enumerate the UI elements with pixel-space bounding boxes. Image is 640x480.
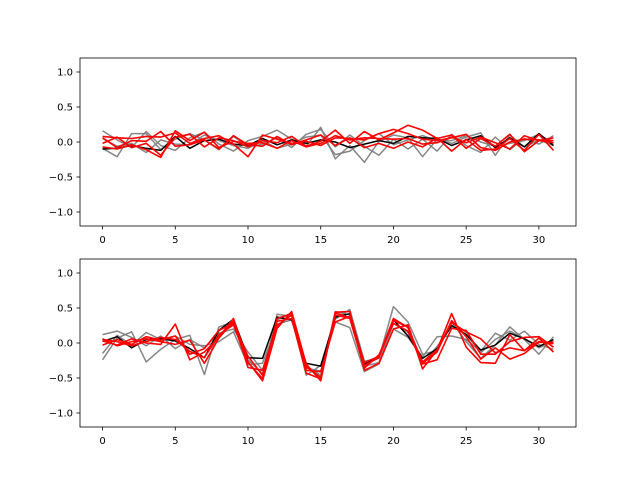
- top-chart-y-tick-label: −1.0: [49, 208, 73, 219]
- bottom-chart-y-tick-label: 0.0: [57, 339, 73, 350]
- top-chart-x-tick-label: 25: [460, 235, 473, 246]
- top-chart-x-axis: 0 5 10 15 20 25 30: [99, 226, 545, 246]
- bottom-chart-x-tick-label: 5: [172, 436, 178, 447]
- bottom-chart-x-tick-label: 25: [460, 436, 473, 447]
- top-chart-x-tick-label: 20: [387, 235, 400, 246]
- bottom-chart-x-tick-label: 10: [242, 436, 255, 447]
- bottom-chart-y-tick-label: 1.0: [57, 269, 73, 280]
- top-chart-series-line-8: [102, 130, 554, 159]
- bottom-chart-y-axis: −1.0 −0.5 0.0 0.5 1.0: [49, 269, 80, 420]
- bottom-line-chart: 0 5 10 15 20 25 30 −1.0 −0.5 0.0 0.5 1.0: [49, 258, 577, 447]
- top-chart-x-tick-label: 10: [242, 235, 255, 246]
- top-chart-y-tick-label: 1.0: [57, 68, 73, 79]
- top-chart-y-tick-label: 0.0: [57, 138, 73, 149]
- bottom-chart-series: [101, 305, 555, 382]
- bottom-chart-y-tick-label: −0.5: [49, 374, 73, 385]
- top-chart-y-tick-label: −0.5: [49, 173, 73, 184]
- bottom-chart-series-line-8: [102, 312, 554, 380]
- bottom-chart-x-tick-label: 30: [533, 436, 546, 447]
- top-chart-series: [102, 124, 555, 164]
- bottom-chart-y-tick-label: 0.5: [57, 304, 73, 315]
- bottom-chart-x-tick-label: 15: [314, 436, 327, 447]
- top-chart-x-tick-label: 0: [99, 235, 105, 246]
- bottom-chart-y-tick-label: −1.0: [49, 409, 73, 420]
- top-chart-series-line-5: [102, 128, 554, 158]
- bottom-chart-x-tick-label: 20: [387, 436, 400, 447]
- bottom-chart-x-tick-label: 0: [99, 436, 105, 447]
- top-chart-series-line-1: [102, 126, 554, 164]
- bottom-chart-x-axis: 0 5 10 15 20 25 30: [99, 427, 545, 447]
- top-chart-y-axis: −1.0 −0.5 0.0 0.5 1.0: [49, 68, 80, 219]
- top-chart-x-tick-label: 15: [314, 235, 327, 246]
- top-line-chart: 0 5 10 15 20 25 30 −1.0 −0.5 0.0 0.5 1.0: [49, 57, 577, 246]
- top-chart-series-line-6: [102, 124, 554, 157]
- top-chart-x-tick-label: 5: [172, 235, 178, 246]
- top-chart-x-tick-label: 30: [533, 235, 546, 246]
- top-chart-y-tick-label: 0.5: [57, 103, 73, 114]
